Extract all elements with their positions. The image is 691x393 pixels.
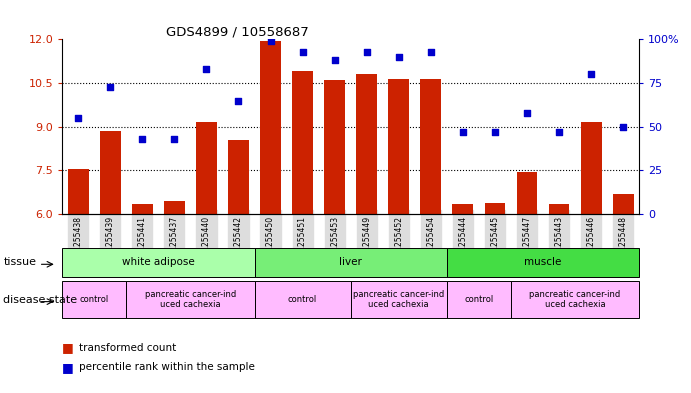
Text: disease state: disease state bbox=[3, 295, 77, 305]
Point bbox=[265, 38, 276, 44]
Bar bbox=[484, 202, 505, 214]
Text: transformed count: transformed count bbox=[79, 343, 177, 353]
Bar bbox=[517, 172, 538, 214]
Bar bbox=[132, 204, 153, 214]
Point bbox=[201, 66, 212, 72]
Point bbox=[457, 129, 468, 135]
Point bbox=[361, 48, 372, 55]
Bar bbox=[68, 169, 88, 214]
Text: pancreatic cancer-ind
uced cachexia: pancreatic cancer-ind uced cachexia bbox=[353, 290, 444, 309]
Text: control: control bbox=[464, 295, 493, 304]
Text: control: control bbox=[288, 295, 317, 304]
Bar bbox=[613, 194, 634, 214]
Point bbox=[585, 71, 596, 77]
Point bbox=[425, 48, 436, 55]
Point bbox=[553, 129, 565, 135]
Bar bbox=[324, 80, 345, 214]
Point bbox=[618, 123, 629, 130]
Text: muscle: muscle bbox=[524, 257, 562, 267]
Point bbox=[329, 57, 340, 63]
Text: ■: ■ bbox=[62, 341, 74, 354]
Bar bbox=[196, 122, 217, 214]
Text: pancreatic cancer-ind
uced cachexia: pancreatic cancer-ind uced cachexia bbox=[145, 290, 236, 309]
Bar bbox=[388, 79, 409, 214]
Bar bbox=[357, 74, 377, 214]
Text: pancreatic cancer-ind
uced cachexia: pancreatic cancer-ind uced cachexia bbox=[529, 290, 621, 309]
Bar bbox=[228, 140, 249, 214]
Point bbox=[393, 53, 404, 60]
Point bbox=[105, 83, 116, 90]
Text: percentile rank within the sample: percentile rank within the sample bbox=[79, 362, 256, 373]
Bar bbox=[453, 204, 473, 214]
Text: liver: liver bbox=[339, 257, 362, 267]
Point bbox=[233, 97, 244, 104]
Bar bbox=[164, 201, 184, 214]
Bar bbox=[420, 79, 442, 214]
Bar bbox=[100, 131, 121, 214]
Text: white adipose: white adipose bbox=[122, 257, 195, 267]
Point bbox=[169, 136, 180, 142]
Text: ■: ■ bbox=[62, 361, 74, 374]
Bar bbox=[580, 122, 601, 214]
Point bbox=[489, 129, 500, 135]
Point bbox=[73, 115, 84, 121]
Point bbox=[137, 136, 148, 142]
Bar bbox=[292, 72, 313, 214]
Text: GDS4899 / 10558687: GDS4899 / 10558687 bbox=[166, 25, 309, 38]
Text: tissue: tissue bbox=[3, 257, 37, 267]
Bar bbox=[549, 204, 569, 214]
Point bbox=[297, 48, 308, 55]
Point bbox=[522, 110, 533, 116]
Bar bbox=[260, 41, 281, 214]
Text: control: control bbox=[79, 295, 109, 304]
